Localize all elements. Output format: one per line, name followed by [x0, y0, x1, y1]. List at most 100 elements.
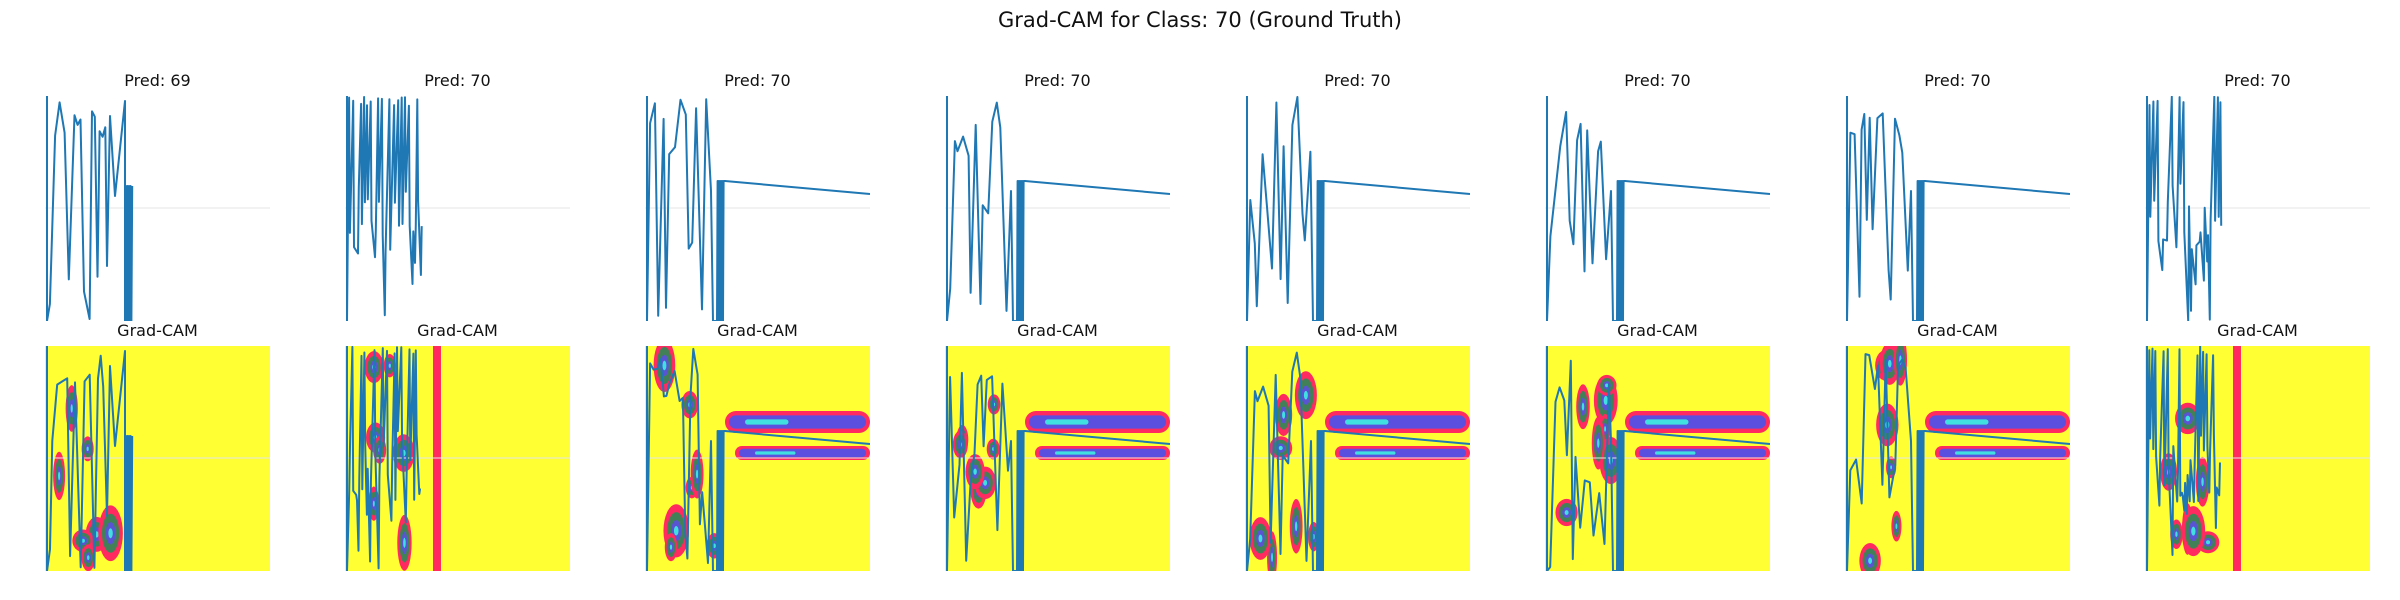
- prediction-title: Pred: 70: [424, 71, 491, 90]
- activation-blob-peak: [1890, 465, 1893, 470]
- activation-blob-peak: [2175, 531, 2178, 537]
- activation-blob-peak: [673, 525, 679, 536]
- gradcam-heatmap-svg: [1245, 346, 1470, 571]
- series-plot: [645, 96, 870, 321]
- activation-blob-peak: [1581, 402, 1585, 411]
- activation-band-peak: [1655, 451, 1696, 455]
- activation-blob-peak: [1564, 510, 1569, 515]
- heatmap-title: Grad-CAM: [1317, 321, 1398, 340]
- series-plot-svg: [45, 96, 270, 321]
- heatmap-overlay-line: [1246, 346, 1470, 571]
- gradcam-heatmap: [645, 346, 870, 571]
- heatmap-title: Grad-CAM: [2217, 321, 2298, 340]
- gradcam-heatmap: [45, 346, 270, 571]
- activation-band-core: [729, 415, 866, 429]
- activation-blob-peak: [1603, 395, 1608, 405]
- gradcam-heatmap: [1545, 346, 1770, 571]
- prediction-title: Pred: 70: [724, 71, 791, 90]
- activation-blob-peak: [1605, 383, 1609, 388]
- activation-band-peak: [1355, 451, 1396, 455]
- subplot-column: Pred: 70 Grad-CAM: [2145, 0, 2370, 600]
- heatmap-title: Grad-CAM: [1017, 321, 1098, 340]
- series-plot: [345, 96, 570, 321]
- heatmap-overlay-line: [1546, 346, 1770, 571]
- activation-band-peak: [1045, 419, 1089, 425]
- series-line: [1246, 96, 1470, 321]
- activation-blob-peak: [2191, 526, 2196, 536]
- activation-band-peak: [745, 419, 789, 425]
- activation-blob-peak: [388, 363, 391, 368]
- series-line: [1546, 96, 1770, 321]
- activation-band-peak: [1945, 419, 1989, 425]
- activation-blob-peak: [86, 446, 89, 452]
- series-plot-svg: [1545, 96, 1770, 321]
- heatmap-title: Grad-CAM: [1917, 321, 1998, 340]
- gradcam-heatmap-svg: [2145, 346, 2370, 571]
- series-plot: [1245, 96, 1470, 321]
- activation-blob-peak: [1868, 557, 1873, 564]
- activation-blob-peak: [1258, 534, 1263, 543]
- series-plot-svg: [1245, 96, 1470, 321]
- subplot-column: Pred: 70 Grad-CAM: [1845, 0, 2070, 600]
- activation-blob-peak: [2206, 540, 2211, 545]
- series-line: [346, 96, 423, 321]
- gradcam-heatmap-svg: [345, 346, 570, 571]
- activation-band-peak: [1055, 451, 1096, 455]
- series-line: [1846, 96, 2070, 321]
- series-plot-svg: [2145, 96, 2370, 321]
- series-plot: [2145, 96, 2370, 321]
- prediction-title: Pred: 70: [2224, 71, 2291, 90]
- heatmap-title: Grad-CAM: [117, 321, 198, 340]
- activation-band-core: [1629, 415, 1766, 429]
- heatmap-title: Grad-CAM: [717, 321, 798, 340]
- series-line: [946, 96, 1170, 321]
- gradcam-heatmap: [2145, 346, 2370, 571]
- series-plot-svg: [645, 96, 870, 321]
- series-plot: [1545, 96, 1770, 321]
- gradcam-heatmap: [945, 346, 1170, 571]
- gradcam-heatmap-svg: [1845, 346, 2070, 571]
- activation-band-core: [1329, 415, 1466, 429]
- activation-blob-peak: [1295, 521, 1298, 532]
- activation-blob-peak: [87, 555, 90, 561]
- series-plot-svg: [945, 96, 1170, 321]
- series-plot: [945, 96, 1170, 321]
- subplot-column: Pred: 70 Grad-CAM: [345, 0, 570, 600]
- series-plot-svg: [1845, 96, 2070, 321]
- activation-band-peak: [1345, 419, 1389, 425]
- heatmap-overlay-line: [46, 346, 134, 571]
- series-plot-svg: [345, 96, 570, 321]
- gradcam-heatmap: [1245, 346, 1470, 571]
- activation-blob-peak: [712, 543, 716, 549]
- activation-blob-peak: [1271, 552, 1273, 562]
- subplot-column: Pred: 70 Grad-CAM: [945, 0, 1170, 600]
- subplot-column: Pred: 70 Grad-CAM: [1545, 0, 1770, 600]
- activation-band-peak: [1955, 451, 1996, 455]
- activation-blob-peak: [1278, 445, 1283, 451]
- activation-band-core: [1339, 448, 1466, 458]
- prediction-title: Pred: 70: [1324, 71, 1391, 90]
- figure-suptitle: Grad-CAM for Class: 70 (Ground Truth): [998, 8, 1402, 32]
- prediction-title: Pred: 70: [1024, 71, 1091, 90]
- gradcam-heatmap-svg: [645, 346, 870, 571]
- activation-blob-peak: [2185, 415, 2191, 422]
- activation-band-core: [739, 448, 866, 458]
- activation-blob-peak: [1887, 359, 1892, 368]
- series-plot: [45, 96, 270, 321]
- heatmap-overlay-line: [2146, 346, 2221, 571]
- subplot-column: Pred: 70 Grad-CAM: [1245, 0, 1470, 600]
- activation-band-peak: [755, 451, 796, 455]
- prediction-title: Pred: 69: [124, 71, 191, 90]
- activation-blob-peak: [1597, 438, 1600, 448]
- gradcam-heatmap-svg: [945, 346, 1170, 571]
- gradcam-heatmap-svg: [45, 346, 270, 571]
- series-plot: [1845, 96, 2070, 321]
- activation-blob-peak: [58, 471, 61, 481]
- activation-blob-peak: [695, 469, 699, 479]
- activation-blob-peak: [662, 360, 667, 371]
- heatmap-overlay-line: [1846, 346, 2070, 571]
- activation-band-core: [1939, 448, 2066, 458]
- activation-blob-peak: [372, 500, 375, 507]
- series-line: [46, 96, 134, 321]
- activation-band-core: [1639, 448, 1766, 458]
